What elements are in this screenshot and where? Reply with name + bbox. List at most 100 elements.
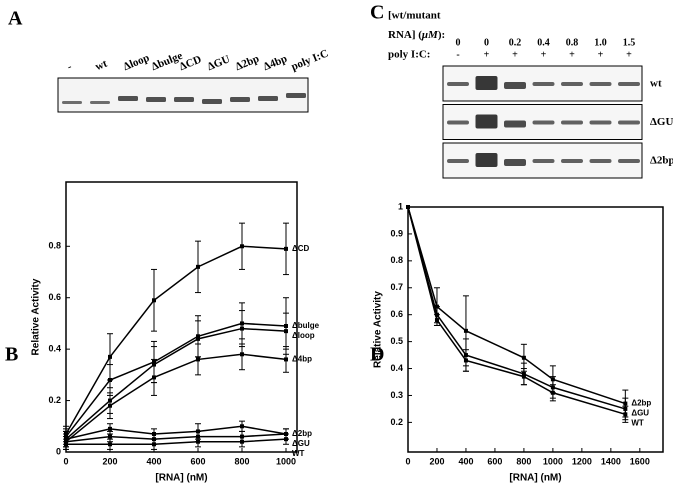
data-point [108,378,112,382]
gel-band [230,97,250,102]
plot-frame [65,181,298,453]
y-tick-label: 0.9 [390,228,403,238]
gel-band [589,82,612,86]
series-line [407,206,626,416]
gel-band [618,82,640,86]
gel-row-label: wt [650,78,662,90]
series-label: WT [631,419,644,428]
series-line [407,206,626,410]
data-point [284,329,288,334]
data-point [550,390,555,395]
lane-label: Δ4bp [262,53,289,73]
gel-band [532,159,555,163]
concentration: 0.2 [509,37,522,48]
gel-band [589,120,612,125]
panel-letter: A [8,8,23,30]
y-tick-label: 0.6 [390,309,403,319]
concentration: 1.0 [594,37,607,48]
x-tick-label: 0 [405,456,410,466]
series-line [407,206,626,405]
series-label: WT [292,449,305,458]
lane-label: Δloop [122,52,152,73]
x-tick-label: 1000 [543,456,563,466]
y-tick-label: 0.2 [390,417,403,427]
y-tick-label: 0.4 [48,344,61,354]
data-point [196,264,200,269]
poly-sign: + [569,49,575,60]
gel-header: RNA] (μM): [388,29,445,41]
gel-band [258,96,278,101]
x-tick-label: 200 [429,456,444,466]
y-tick-label: 0.8 [48,241,61,251]
data-point [284,357,288,362]
data-point [108,426,112,431]
gel-band [589,159,612,163]
y-axis-label: Relative Activity [31,278,42,355]
series-label: Δloop [292,331,315,340]
concentration: 0.4 [537,37,550,48]
x-tick-label: 1600 [630,456,650,466]
gel-band [146,97,166,102]
x-tick-label: 600 [190,456,205,466]
series-label: ΔGU [292,439,310,448]
poly-sign: + [598,49,604,60]
x-tick-label: 1000 [276,456,296,466]
gel-band [90,101,110,104]
data-point [284,437,288,442]
x-tick-label: 1200 [572,456,592,466]
data-point [406,205,410,209]
y-tick-label: 0 [56,446,61,456]
data-point [521,355,526,360]
gel-band [447,159,469,163]
data-point [152,375,156,380]
gel-band [561,159,583,163]
gel-header: RNA] ( [388,29,422,41]
data-point [521,374,526,379]
data-point [284,246,288,251]
x-tick-label: 200 [102,456,117,466]
data-point [196,336,200,341]
series-label: ΔGU [631,409,649,418]
data-point [108,354,112,359]
x-tick-label: 600 [487,456,502,466]
y-tick-label: 0.8 [390,255,403,265]
series-line [65,353,287,443]
data-point [152,298,156,303]
series-line [66,438,287,446]
y-tick-label: 0.3 [390,390,403,400]
y-tick-label: 1 [398,201,403,211]
data-point [463,358,468,363]
gel-band [618,159,640,163]
lane-label: poly I:C [290,47,331,73]
data-point [240,352,244,357]
gel-band [504,120,526,128]
lane-label: wt [94,58,110,74]
data-point [240,326,244,331]
series-line [65,433,287,443]
poly-sign: + [512,49,518,60]
series-label: ΔCD [292,244,310,253]
x-tick-label: 1400 [601,456,621,466]
gel-band [447,120,469,125]
gel-band [447,82,469,86]
lane-label: ΔGU [206,53,232,73]
gel-band [504,159,526,166]
data-point [152,442,156,447]
data-point [434,318,439,323]
series-label: Δ4bp [292,355,312,364]
y-tick-label: 0.6 [48,292,61,302]
gel-header: μM [421,29,439,41]
gel [57,77,309,113]
gel-band [561,120,583,125]
series-line [65,322,287,438]
series-label: Δ2bp [631,399,651,408]
panel-letter: C [370,2,384,24]
series-line [65,327,287,440]
x-tick-label: 0 [63,456,68,466]
x-tick-label: 800 [516,456,531,466]
poly-sign: + [626,49,632,60]
data-point [108,403,112,408]
series-line [65,425,287,440]
gel-row-label: Δ2bp [650,155,673,167]
x-axis-label: [RNA] (nM) [509,473,561,484]
